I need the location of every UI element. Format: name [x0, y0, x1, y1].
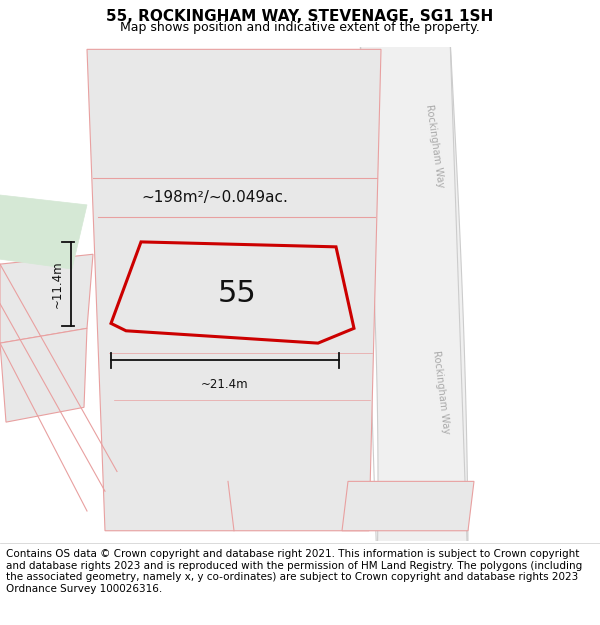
Polygon shape [87, 49, 381, 531]
Text: Rockingham Way: Rockingham Way [431, 350, 451, 435]
Text: Map shows position and indicative extent of the property.: Map shows position and indicative extent… [120, 21, 480, 34]
Polygon shape [0, 254, 93, 343]
Text: Contains OS data © Crown copyright and database right 2021. This information is : Contains OS data © Crown copyright and d… [6, 549, 582, 594]
Polygon shape [0, 195, 87, 269]
Text: 55: 55 [218, 279, 256, 308]
Text: ~21.4m: ~21.4m [201, 378, 249, 391]
Text: ~11.4m: ~11.4m [51, 260, 64, 308]
Polygon shape [111, 242, 354, 343]
Text: 55, ROCKINGHAM WAY, STEVENAGE, SG1 1SH: 55, ROCKINGHAM WAY, STEVENAGE, SG1 1SH [106, 9, 494, 24]
Polygon shape [342, 481, 474, 531]
Polygon shape [360, 37, 468, 570]
Polygon shape [0, 328, 87, 422]
Text: Rockingham Way: Rockingham Way [424, 103, 446, 188]
Text: ~198m²/~0.049ac.: ~198m²/~0.049ac. [141, 190, 288, 205]
